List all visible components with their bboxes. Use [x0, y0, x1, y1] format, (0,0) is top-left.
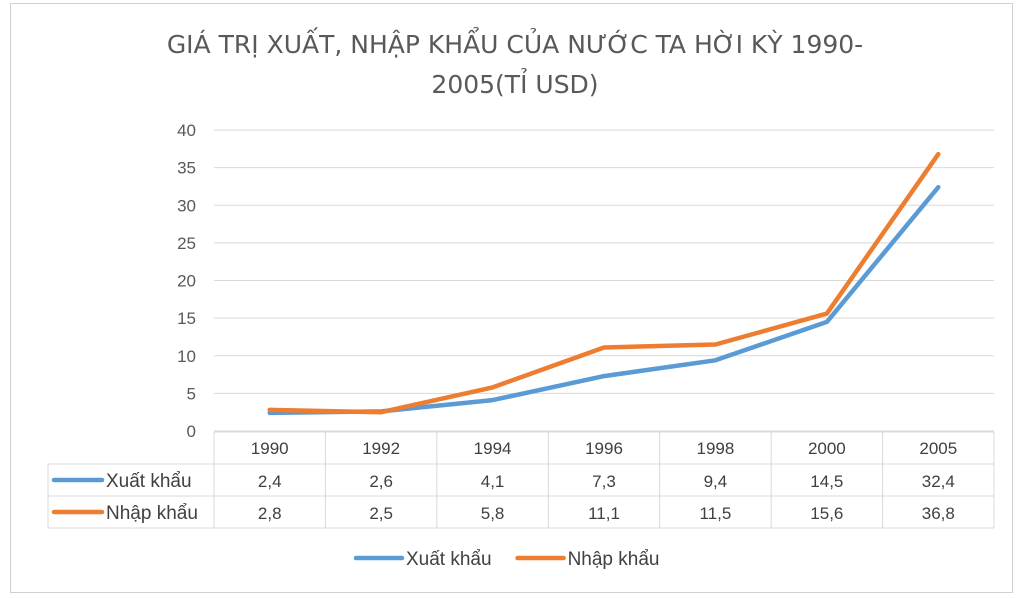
y-tick-label: 30	[177, 196, 196, 215]
table-cell-value: 5,8	[481, 504, 505, 523]
table-cell-value: 2,5	[369, 504, 393, 523]
y-tick-label: 25	[177, 234, 196, 253]
table-cell-value: 2,8	[258, 504, 282, 523]
table-cell-value: 2,6	[369, 472, 393, 491]
table-cell-value: 36,8	[922, 504, 955, 523]
legend-item: Xuất khẩu	[353, 549, 492, 570]
table-cell-value: 4,1	[481, 472, 505, 491]
x-category-label: 1990	[251, 439, 289, 458]
y-tick-label: 10	[177, 347, 196, 366]
y-tick-label: 15	[177, 309, 196, 328]
y-tick-label: 20	[177, 272, 196, 291]
table-cell-value: 15,6	[810, 504, 843, 523]
y-tick-label: 40	[177, 121, 196, 140]
legend-label: Xuất khẩu	[406, 549, 492, 570]
data-table: 1990 1992 1994 1996 1998 2000 2005 Xuất khẩu 2,4…	[47, 431, 995, 529]
x-category-label: 1998	[697, 439, 735, 458]
table-row-label: Nhập khẩu	[106, 503, 198, 524]
series-line	[267, 151, 941, 415]
table-cell-value: 11,5	[700, 504, 732, 523]
x-category-label: 1996	[585, 439, 623, 458]
table-row-label: Xuất khẩu	[106, 471, 192, 492]
table-cell-value: 11,1	[588, 504, 620, 523]
y-axis: 0 5 10 15 20 25 30 35 40	[177, 121, 196, 441]
legend-label: Nhập khẩu	[568, 549, 660, 570]
y-tick-label: 5	[187, 384, 196, 403]
chart-title-line-2: 2005(TỈ USD)	[431, 68, 598, 99]
y-tick-label: 35	[177, 159, 196, 178]
x-category-label: 2000	[808, 439, 846, 458]
x-category-label: 1992	[362, 439, 400, 458]
chart-title: GIÁ TRỊ XUẤT, NHẬP KHẨU CỦA NƯỚC TA HỜI …	[167, 27, 863, 99]
table-cell-value: 9,4	[704, 472, 728, 491]
table-cell-value: 2,4	[258, 472, 282, 491]
x-category-label: 2005	[919, 439, 957, 458]
y-tick-label: 0	[187, 422, 196, 441]
table-cell-value: 7,3	[592, 472, 616, 491]
series-lines	[267, 151, 941, 416]
legend: Xuất khẩu Nhập khẩu	[353, 549, 660, 570]
chart-title-line-1: GIÁ TRỊ XUẤT, NHẬP KHẨU CỦA NƯỚC TA HỜI …	[167, 27, 863, 59]
table-cell-value: 14,5	[810, 472, 843, 491]
legend-item: Nhập khẩu	[515, 549, 660, 570]
table-cell-value: 32,4	[922, 472, 955, 491]
gridlines	[214, 129, 994, 432]
x-category-label: 1994	[474, 439, 512, 458]
